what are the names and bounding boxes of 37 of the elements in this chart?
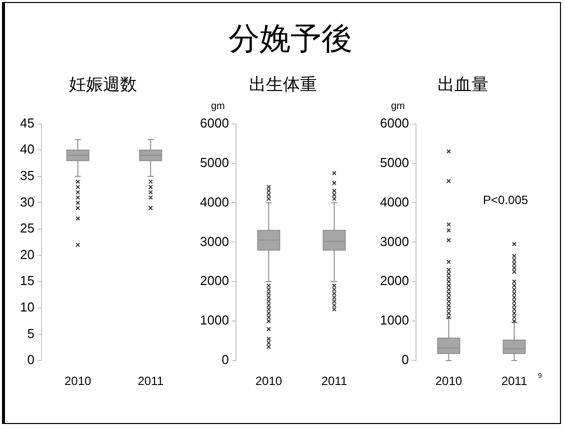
y-tick-label: 0	[402, 352, 409, 368]
x-tick-label: 2010	[255, 374, 282, 388]
y-axis-title: gm	[211, 101, 225, 112]
y-tick-label: 10	[20, 300, 34, 315]
y-tick-label: 45	[20, 115, 34, 130]
x-tick-label: 2011	[501, 374, 528, 388]
y-tick-label: 2000	[380, 273, 409, 288]
y-tick-label: 6000	[380, 115, 409, 130]
y-tick-label: 4000	[380, 194, 409, 210]
y-tick-label: 0	[222, 352, 229, 368]
y-tick-label: 5000	[200, 154, 229, 170]
y-tick-label: 1000	[200, 312, 229, 328]
y-axis-title: gm	[391, 101, 405, 112]
y-tick-label: 5000	[380, 154, 409, 170]
y-tick-label: 15	[20, 273, 34, 288]
y-tick-label: 1000	[380, 312, 409, 328]
y-tick-label: 3000	[200, 234, 229, 249]
y-tick-label: 0	[27, 352, 34, 368]
y-tick-label: 6000	[200, 115, 229, 130]
x-tick-label: 2010	[64, 374, 92, 388]
y-tick-label: 40	[20, 142, 34, 157]
chart-title: 妊娠週数	[68, 74, 138, 96]
y-tick-label: 4000	[200, 194, 229, 210]
x-tick-label: 2011	[138, 374, 164, 388]
y-tick-label: 30	[20, 194, 34, 210]
y-tick-label: 35	[20, 168, 34, 183]
y-tick-label: 20	[20, 246, 34, 262]
x-tick-label: 2010	[435, 374, 462, 388]
chart-title: 出血量	[436, 74, 490, 96]
x-tick-label: 2011	[321, 374, 348, 388]
y-tick-label: 5	[27, 326, 34, 341]
y-tick-label: 3000	[380, 234, 409, 249]
annotation: P<0.005	[483, 193, 528, 207]
text: 分娩予後	[228, 20, 354, 59]
chart-title: 出生体重	[248, 74, 318, 96]
y-tick-label: 25	[20, 220, 34, 236]
y-tick-label: 2000	[200, 273, 229, 288]
